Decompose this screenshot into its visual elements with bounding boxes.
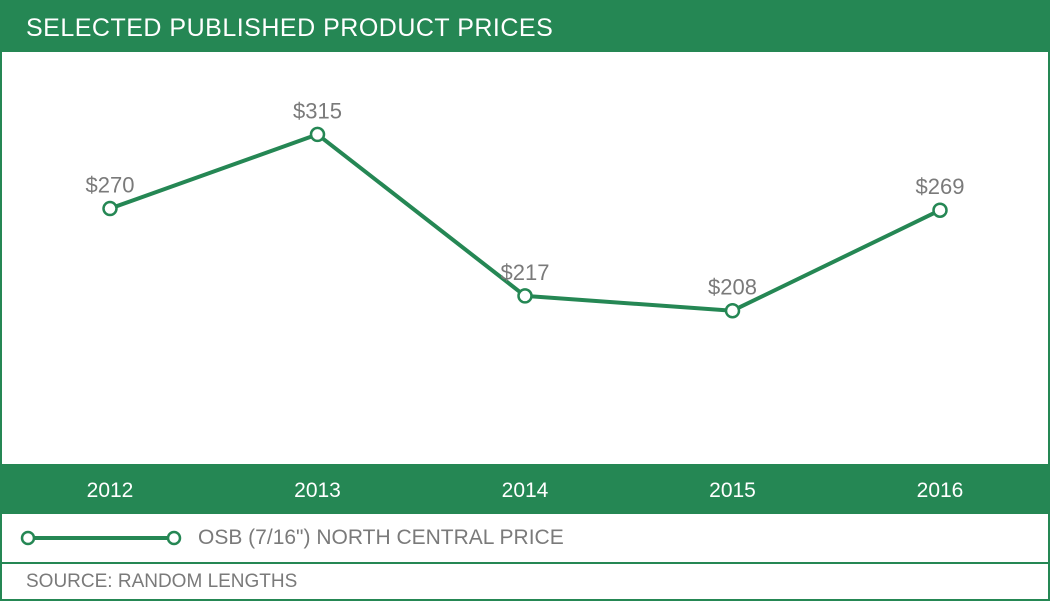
legend: OSB (7/16") NORTH CENTRAL PRICE	[2, 514, 1048, 564]
data-label-2015: $208	[708, 275, 757, 300]
title-bar: SELECTED PUBLISHED PRODUCT PRICES	[2, 2, 1048, 52]
data-label-2014: $217	[501, 260, 550, 285]
source-note: SOURCE: RANDOM LENGTHS	[2, 564, 1048, 599]
x-tick-label-2013: 2013	[294, 479, 341, 502]
chart-title: SELECTED PUBLISHED PRODUCT PRICES	[26, 14, 554, 42]
legend-line-marker-icon	[20, 530, 182, 546]
x-tick-label-2012: 2012	[86, 479, 134, 502]
data-point-2016	[932, 202, 948, 218]
data-point-2012	[102, 200, 118, 217]
x-tick-label-2014: 2014	[501, 479, 549, 502]
data-point-2015	[724, 302, 741, 319]
legend-label: OSB (7/16") NORTH CENTRAL PRICE	[198, 526, 564, 549]
x-axis-bar: 2012 2013 2014 2015 2016	[2, 464, 1048, 514]
data-point-2013	[309, 126, 326, 143]
data-label-2013: $315	[293, 98, 342, 123]
data-label-2016: $269	[916, 174, 965, 199]
x-tick-label-2015: 2015	[709, 479, 756, 502]
plot-area: $270 $315 $217 $208 $269	[2, 52, 1048, 464]
x-tick-label-2016: 2016	[916, 479, 964, 502]
data-label-2012: $270	[86, 173, 135, 198]
line-chart: $270 $315 $217 $208 $269	[86, 98, 965, 319]
source-text: SOURCE: RANDOM LENGTHS	[26, 571, 298, 592]
data-point-2014	[517, 288, 533, 304]
